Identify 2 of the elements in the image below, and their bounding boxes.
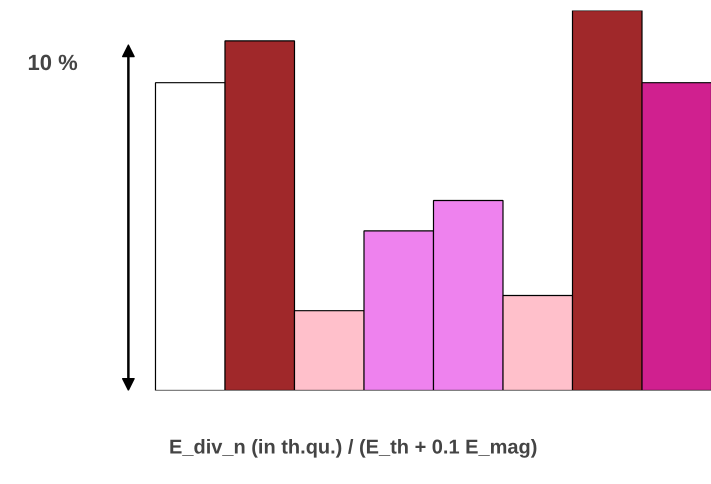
x-axis-title: E_div_n (in th.qu.) / (E_th + 0.1 E_mag)	[169, 436, 538, 458]
text: 10 %	[28, 50, 78, 76]
